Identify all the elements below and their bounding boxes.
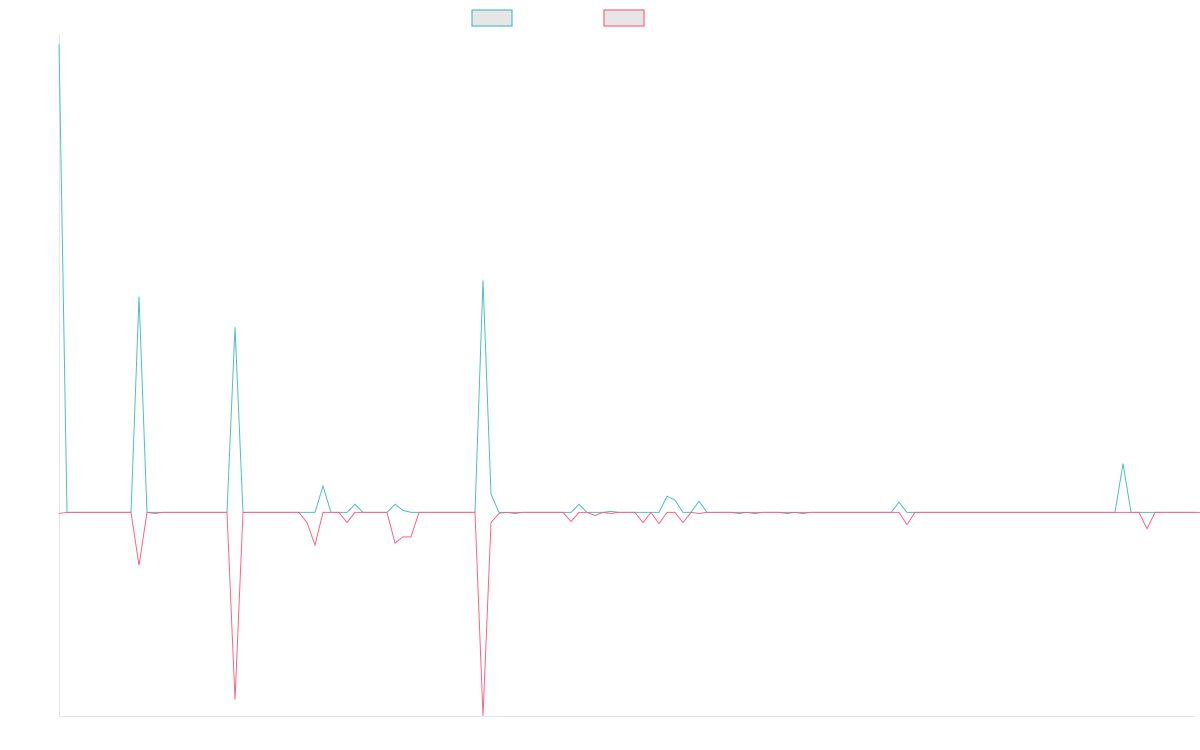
legend-swatch-series-1[interactable] xyxy=(471,9,513,27)
series-layer xyxy=(58,44,1200,717)
plot-area xyxy=(58,34,1200,717)
legend[interactable] xyxy=(471,9,645,27)
series-line-2 xyxy=(58,511,1200,717)
series-line-1 xyxy=(58,44,1195,513)
legend-swatch-series-2[interactable] xyxy=(603,9,645,27)
